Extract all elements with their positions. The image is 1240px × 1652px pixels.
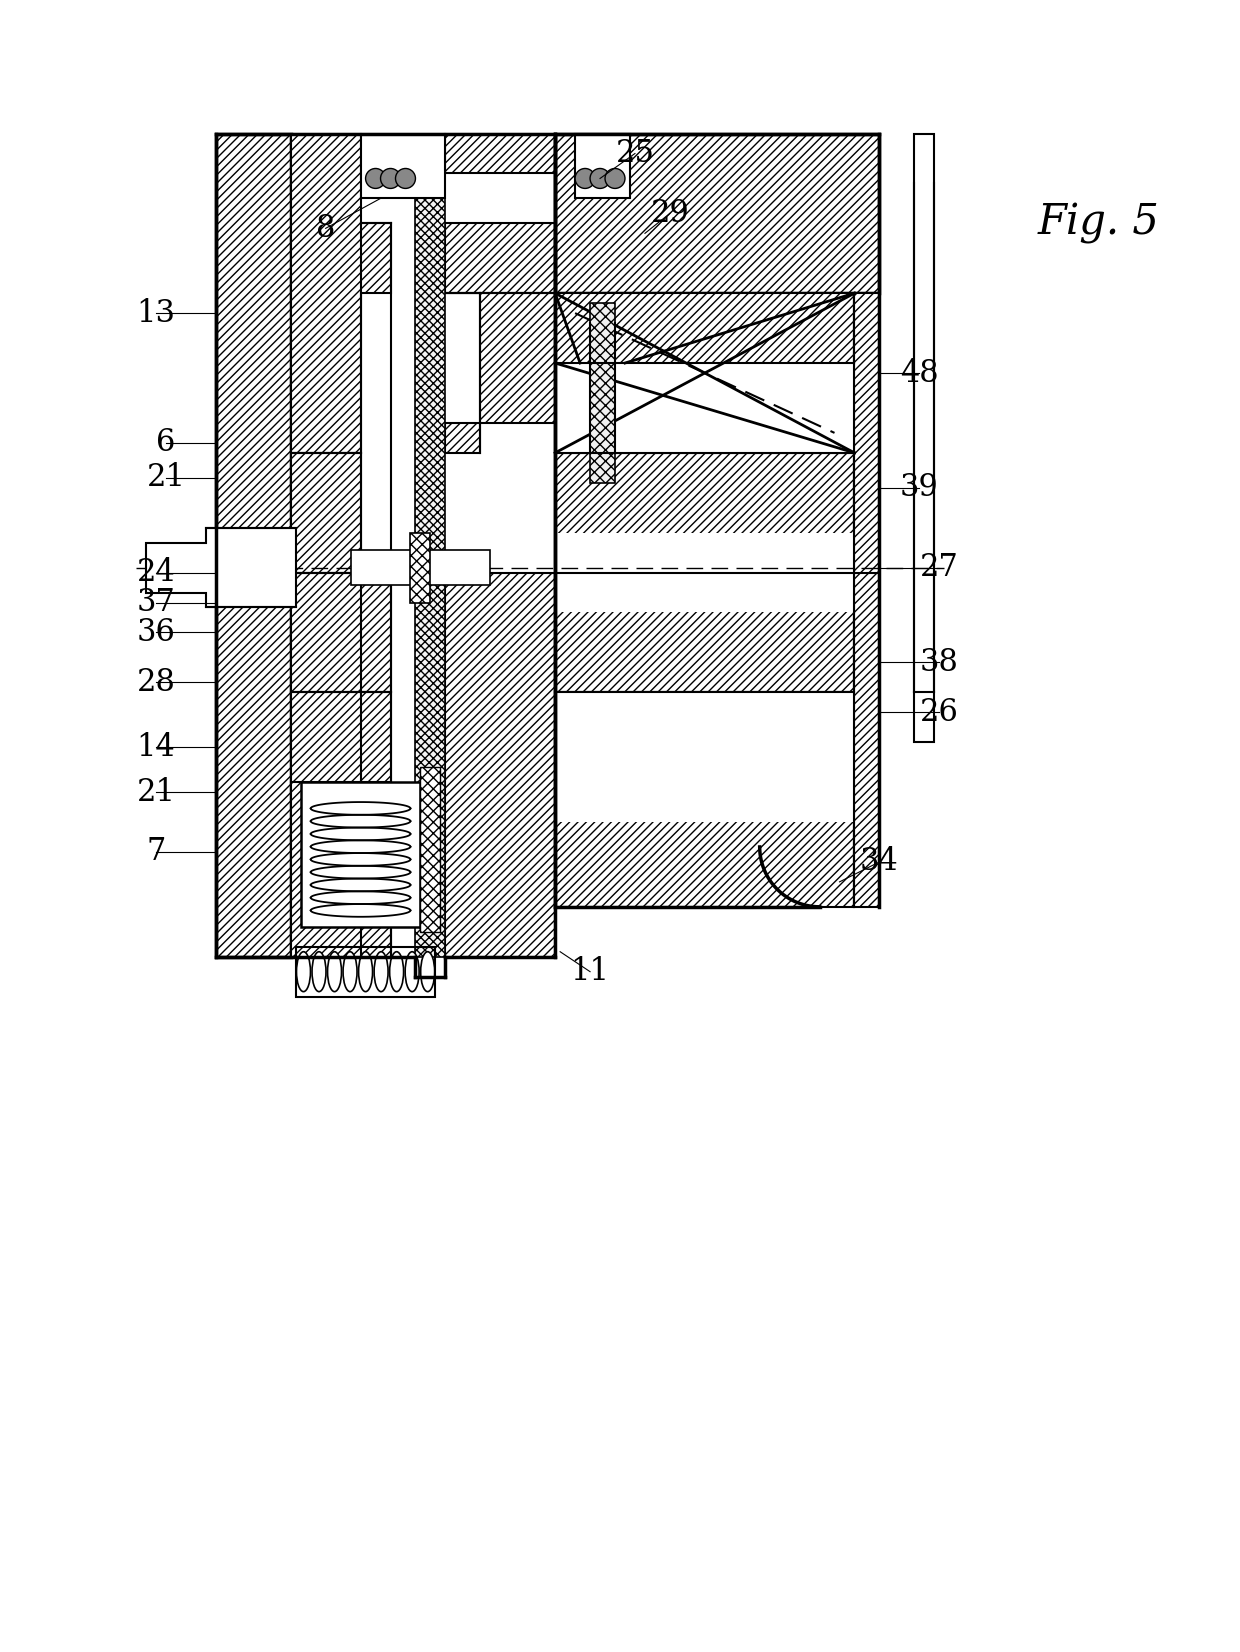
Text: 21: 21 (136, 776, 176, 808)
Text: 38: 38 (920, 648, 959, 677)
Ellipse shape (405, 952, 419, 991)
Ellipse shape (343, 952, 357, 991)
Polygon shape (445, 134, 556, 173)
Text: Fig. 5: Fig. 5 (1038, 202, 1159, 244)
Polygon shape (290, 134, 391, 453)
Polygon shape (914, 134, 934, 742)
Polygon shape (410, 532, 430, 603)
Text: 26: 26 (920, 697, 959, 729)
Text: 48: 48 (900, 357, 939, 388)
Polygon shape (290, 573, 391, 692)
Ellipse shape (358, 952, 372, 991)
Circle shape (590, 169, 610, 188)
Ellipse shape (327, 952, 341, 991)
Text: 25: 25 (615, 139, 655, 169)
Text: 39: 39 (900, 472, 939, 504)
Ellipse shape (312, 952, 326, 991)
Circle shape (396, 169, 415, 188)
Polygon shape (556, 363, 854, 453)
Polygon shape (575, 134, 630, 198)
Ellipse shape (389, 952, 403, 991)
Polygon shape (854, 292, 879, 907)
Text: 27: 27 (920, 552, 959, 583)
Circle shape (575, 169, 595, 188)
Polygon shape (556, 292, 854, 453)
Polygon shape (556, 134, 879, 292)
Polygon shape (445, 573, 556, 957)
Polygon shape (301, 781, 420, 927)
Polygon shape (556, 532, 854, 613)
Polygon shape (556, 692, 854, 907)
Text: 11: 11 (570, 957, 610, 988)
Text: 21: 21 (146, 463, 186, 494)
Circle shape (381, 169, 401, 188)
Polygon shape (351, 550, 490, 585)
Polygon shape (216, 134, 290, 957)
Ellipse shape (374, 952, 388, 991)
Polygon shape (590, 304, 615, 482)
Circle shape (366, 169, 386, 188)
Text: 29: 29 (651, 198, 689, 230)
Polygon shape (290, 692, 391, 957)
Polygon shape (361, 134, 445, 198)
Text: 6: 6 (156, 428, 176, 458)
Polygon shape (556, 573, 854, 692)
Polygon shape (445, 292, 556, 423)
Text: 8: 8 (316, 213, 335, 244)
Polygon shape (445, 223, 556, 292)
Text: 28: 28 (136, 667, 176, 697)
Text: 24: 24 (136, 557, 175, 588)
Text: 34: 34 (861, 846, 899, 877)
Polygon shape (556, 692, 854, 823)
Bar (295, 947, 435, 996)
Polygon shape (290, 453, 361, 573)
Circle shape (605, 169, 625, 188)
Polygon shape (420, 767, 440, 932)
Text: 7: 7 (146, 836, 166, 867)
Ellipse shape (296, 952, 310, 991)
Ellipse shape (420, 952, 435, 991)
Text: 13: 13 (136, 297, 176, 329)
Text: 36: 36 (136, 616, 176, 648)
Polygon shape (146, 527, 295, 608)
Polygon shape (556, 453, 854, 573)
Text: 37: 37 (136, 586, 176, 618)
Polygon shape (445, 423, 480, 453)
Polygon shape (415, 134, 445, 957)
Text: 14: 14 (136, 732, 175, 763)
